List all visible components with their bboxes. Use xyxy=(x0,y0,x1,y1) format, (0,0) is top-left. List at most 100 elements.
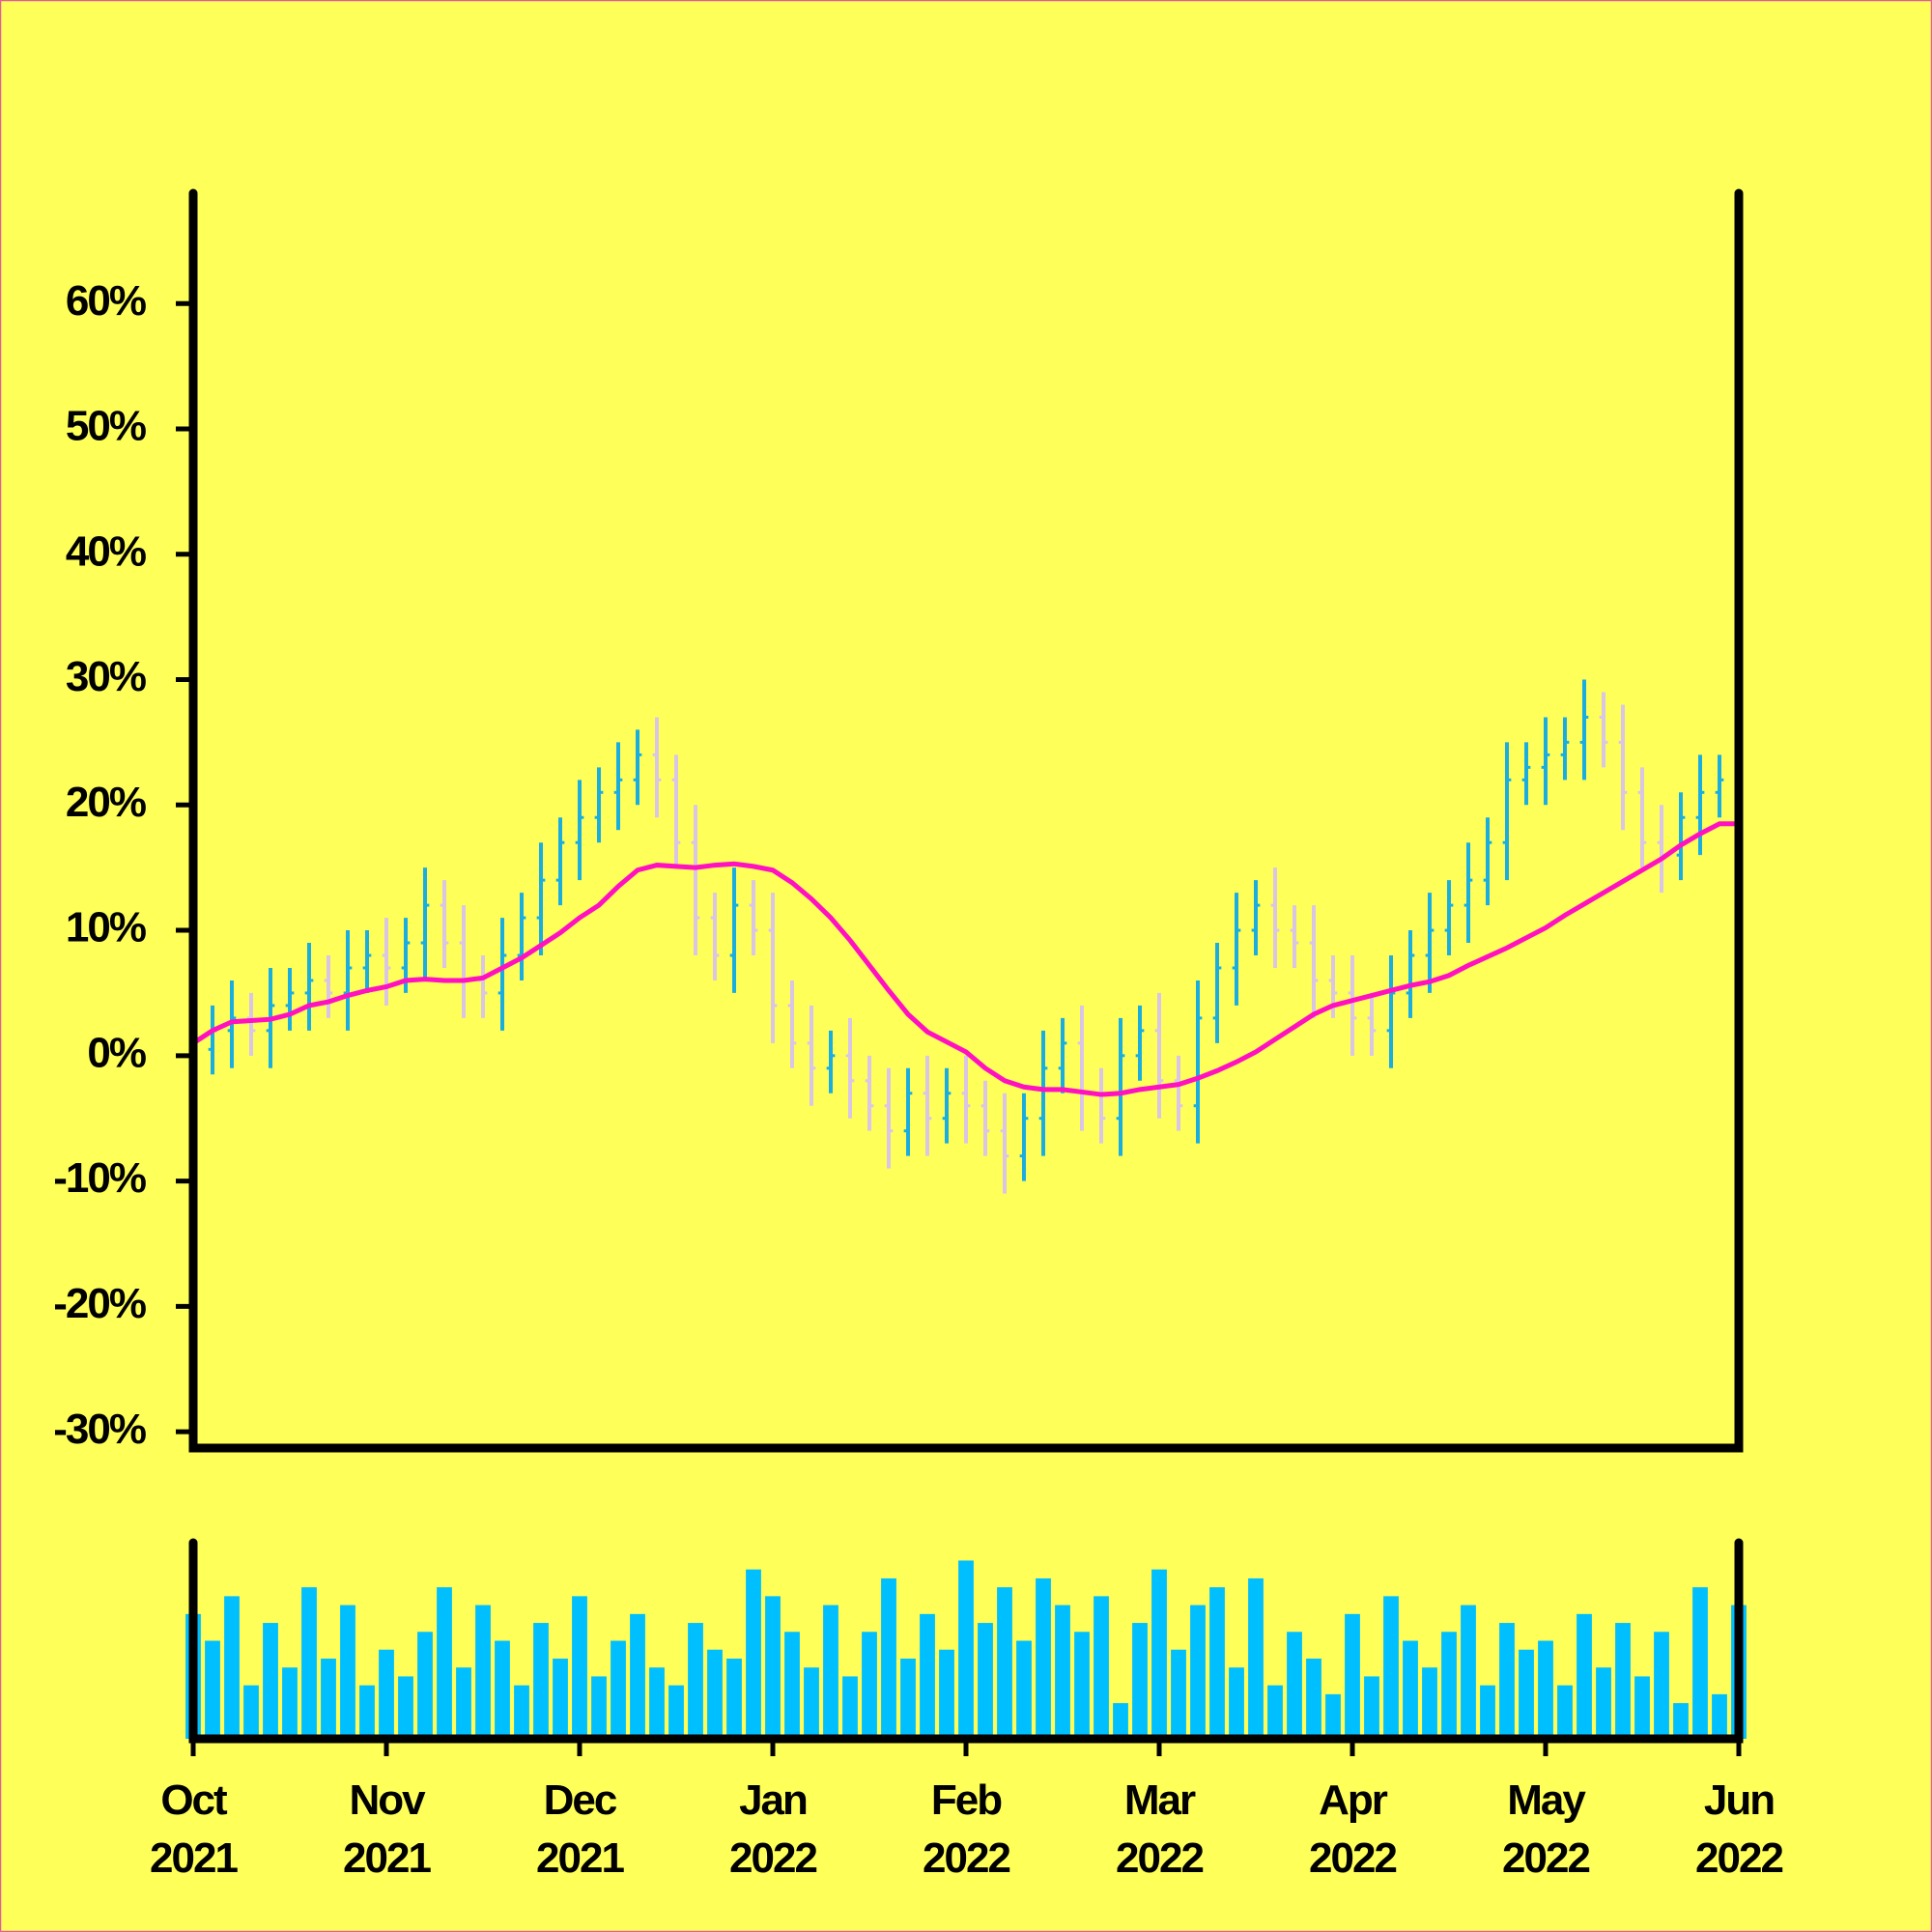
x-tick-label-line: Nov xyxy=(349,1776,426,1824)
volume-bar xyxy=(1345,1613,1360,1739)
volume-bar xyxy=(398,1676,413,1739)
volume-bar xyxy=(495,1640,510,1739)
volume-bar xyxy=(784,1632,800,1739)
volume-bar xyxy=(591,1676,607,1739)
volume-bar xyxy=(572,1596,587,1739)
volume-bar xyxy=(649,1667,665,1739)
volume-bar xyxy=(688,1623,703,1739)
moving-average xyxy=(191,821,1739,1097)
x-tick-label-line: May xyxy=(1507,1776,1586,1824)
volume-bar xyxy=(939,1649,954,1739)
volume-bar xyxy=(1441,1632,1457,1739)
volume-bar xyxy=(804,1667,819,1739)
x-tick-label-line: 2021 xyxy=(536,1834,624,1882)
volume-bar xyxy=(533,1623,549,1739)
volume-bar xyxy=(1151,1569,1167,1739)
volume-bar xyxy=(1306,1658,1321,1739)
volume-bar xyxy=(243,1685,259,1739)
volume-bar xyxy=(340,1605,355,1739)
x-tick-label: Nov 2021 xyxy=(343,1776,431,1882)
volume-bar xyxy=(881,1577,896,1739)
volume-bar xyxy=(707,1649,723,1739)
volume-bar xyxy=(1461,1605,1476,1739)
volume-bar xyxy=(301,1587,317,1739)
volume-bar xyxy=(958,1560,974,1739)
axis-frame xyxy=(188,188,1744,1453)
volume-bar xyxy=(1519,1649,1534,1739)
volume-bar xyxy=(1577,1613,1592,1739)
volume-bar xyxy=(359,1685,375,1739)
volume-bar xyxy=(1132,1623,1148,1739)
y-tick-label: -10% xyxy=(53,1154,146,1202)
x-tick-label-line: Jun xyxy=(1704,1776,1774,1824)
volume-bar xyxy=(765,1596,781,1739)
y-tick-label: 60% xyxy=(66,277,146,325)
y-tick-label: 30% xyxy=(66,653,146,700)
volume-bar xyxy=(1596,1667,1611,1739)
volume-bar xyxy=(1480,1685,1495,1739)
volume-bar xyxy=(1209,1587,1225,1739)
x-tick-label: Dec 2021 xyxy=(536,1776,624,1882)
x-tick-label: Jan 2022 xyxy=(729,1776,816,1882)
volume-bar xyxy=(1364,1676,1379,1739)
x-tick-label: Mar 2022 xyxy=(1116,1776,1203,1882)
volume-bar xyxy=(1190,1605,1206,1739)
volume-bar xyxy=(1634,1676,1650,1739)
volume-bar xyxy=(668,1685,684,1739)
volume-bar xyxy=(1422,1667,1437,1739)
volume-bar xyxy=(842,1676,858,1739)
volume-bar xyxy=(726,1658,742,1739)
y-tick-label: -30% xyxy=(53,1406,146,1453)
y-tick-label: 10% xyxy=(66,904,146,952)
volume-bar xyxy=(437,1587,452,1739)
volume-bar xyxy=(1074,1632,1090,1739)
volume-bar xyxy=(1094,1596,1109,1739)
volume-bar xyxy=(1692,1587,1708,1739)
x-tick-label-line: 2022 xyxy=(1695,1834,1782,1882)
x-tick-label-line: 2022 xyxy=(729,1834,816,1882)
x-tick-label-line: 2022 xyxy=(1116,1834,1203,1882)
x-tick-label-line: Oct xyxy=(160,1776,228,1824)
volume-bar xyxy=(611,1640,626,1739)
volume-bar xyxy=(1712,1693,1727,1739)
volume-bar xyxy=(823,1605,838,1739)
volume-bar xyxy=(205,1640,220,1739)
volume-bar xyxy=(1615,1623,1631,1739)
volume-bar xyxy=(417,1632,433,1739)
volume-bar xyxy=(1499,1623,1515,1739)
volume-bar xyxy=(1113,1703,1128,1739)
x-tick-label-line: Dec xyxy=(544,1776,617,1824)
volume-bar xyxy=(379,1649,394,1739)
y-tick-label: 0% xyxy=(87,1029,145,1076)
volume-bar xyxy=(475,1605,491,1739)
x-tick-label-line: 2021 xyxy=(150,1834,238,1882)
volume-bar xyxy=(1673,1703,1689,1739)
volume-bar xyxy=(514,1685,529,1739)
x-tick-label: Jun 2022 xyxy=(1695,1776,1782,1882)
volume-bar xyxy=(862,1632,877,1739)
volume-bar xyxy=(1171,1649,1186,1739)
volume-bar xyxy=(1325,1693,1341,1739)
y-tick-label: 40% xyxy=(66,527,146,575)
volume-bar xyxy=(1403,1640,1418,1739)
volume-bar xyxy=(456,1667,471,1739)
x-tick-label: Feb 2022 xyxy=(923,1776,1009,1882)
volume-frame xyxy=(188,1538,1744,1744)
volume-bar xyxy=(263,1623,278,1739)
x-tick-label-line: 2022 xyxy=(1309,1834,1396,1882)
x-tick-label-line: Mar xyxy=(1124,1776,1196,1824)
volume-bar xyxy=(282,1667,298,1739)
x-tick-label: May 2022 xyxy=(1502,1776,1589,1882)
y-tick-label: 50% xyxy=(66,403,146,450)
volume-bar xyxy=(1055,1605,1070,1739)
volume-bar xyxy=(553,1658,568,1739)
x-tick-label: Oct 2021 xyxy=(150,1776,238,1882)
x-tick-label-line: Apr xyxy=(1319,1776,1388,1824)
volume-bar xyxy=(978,1623,993,1739)
volume-bar xyxy=(1036,1577,1051,1739)
x-tick-label-line: Jan xyxy=(739,1776,807,1824)
volume-bar xyxy=(1267,1685,1283,1739)
x-tick-label: Apr 2022 xyxy=(1309,1776,1396,1882)
